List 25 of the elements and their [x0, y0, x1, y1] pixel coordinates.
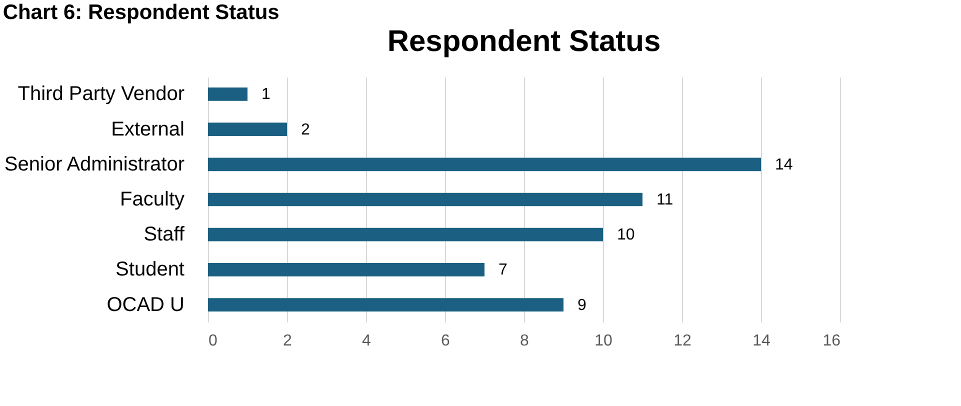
y-tick-label: Third Party Vendor	[18, 83, 185, 106]
data-label: 10	[617, 226, 635, 244]
data-label: 11	[656, 192, 674, 208]
x-tick-label: 12	[674, 332, 692, 350]
data-label: 1	[262, 86, 270, 104]
x-tick-label: 16	[822, 332, 841, 350]
y-tick-label: Faculty	[120, 188, 184, 210]
y-tick-label: OCAD U	[106, 294, 184, 316]
x-tick-label: 10	[594, 332, 612, 350]
y-tick-label: Student	[116, 258, 185, 281]
data-label: 7	[498, 262, 508, 279]
x-tick-label: 4	[362, 332, 372, 350]
x-tick-label: 14	[752, 332, 770, 350]
data-label: 14	[775, 156, 793, 174]
data-label: 9	[578, 296, 586, 314]
x-tick-label: 2	[283, 332, 292, 350]
y-tick-label: Senior Administrator	[4, 153, 185, 176]
y-tick-label: Staff	[144, 224, 185, 246]
y-tick-label: External	[111, 118, 184, 140]
x-tick-label: 8	[520, 332, 530, 350]
chart-title: Respondent Status	[387, 25, 661, 58]
caption: Chart 6: Respondent Status	[2, 1, 280, 24]
x-tick-label: 0	[208, 332, 218, 350]
x-tick-label: 6	[441, 332, 450, 350]
data-label: 2	[301, 121, 310, 138]
